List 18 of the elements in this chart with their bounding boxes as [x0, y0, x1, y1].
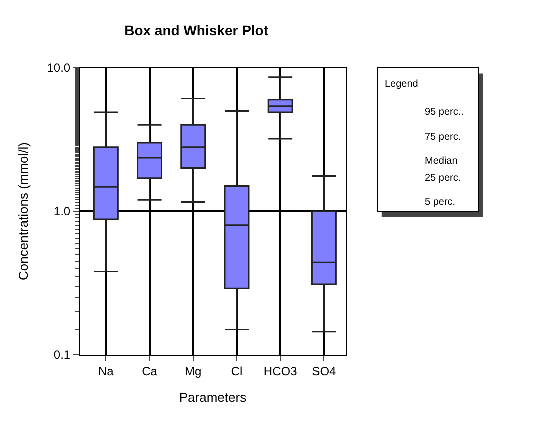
text: 25 perc. [425, 173, 462, 184]
text: 95 perc.. [425, 107, 464, 118]
text: Legend [385, 79, 418, 90]
x-tick-label: HCO3 [264, 364, 298, 378]
x-tick-label: SO4 [312, 364, 337, 378]
text: 75 perc. [425, 132, 462, 143]
y-tick-label: 0.1 [54, 348, 71, 362]
x-axis-title: Parameters [179, 390, 248, 405]
y-tick-label: 10.0 [47, 61, 71, 76]
chart-title: Box and Whisker Plot [124, 22, 269, 38]
y-axis-title: Concentrations (mmol/l) [16, 142, 32, 280]
y-tick-label: 1.0 [54, 204, 71, 219]
x-tick-label: Cl [231, 364, 243, 378]
x-tick-label: Na [98, 364, 114, 378]
text: Median [425, 156, 458, 167]
x-tick-label: Mg [185, 364, 202, 378]
x-tick-label: Ca [142, 364, 158, 378]
text: 5 perc. [425, 197, 456, 208]
